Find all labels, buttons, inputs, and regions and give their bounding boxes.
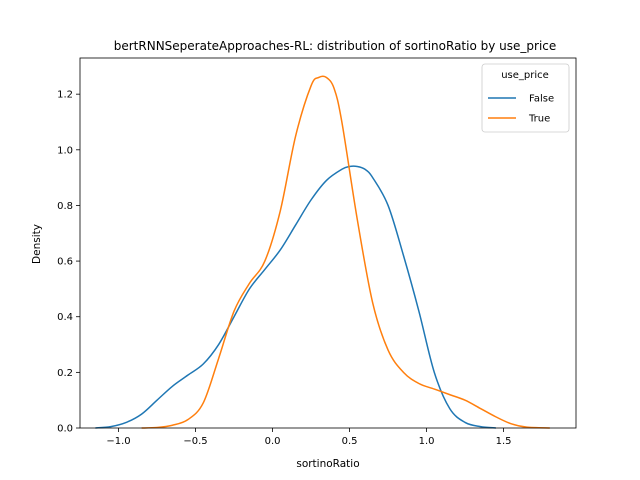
x-tick-label: −0.5	[183, 436, 207, 447]
legend: use_price False True	[481, 63, 570, 133]
legend-title: use_price	[501, 70, 549, 81]
y-tick-label: 0.6	[57, 257, 73, 268]
y-tick-label: 1.2	[57, 90, 73, 101]
legend-label-true: True	[528, 114, 550, 125]
x-tick-label: 1.5	[496, 436, 512, 447]
y-tick-label: 0.0	[57, 424, 73, 435]
x-axis-label: sortinoRatio	[296, 458, 359, 470]
legend-box	[481, 63, 570, 133]
y-axis-label: Density	[31, 224, 43, 264]
plot-area: −1.0 −0.5 0.0 0.5 1.0 1.5 0.0 0.2 0.4 0.6 0.8 1.0 1.…	[57, 57, 577, 447]
y-tick-label: 0.8	[57, 201, 73, 212]
x-tick-label: −1.0	[106, 436, 130, 447]
y-tick-label: 0.2	[57, 368, 73, 379]
y-tick-label: 1.0	[57, 145, 73, 156]
legend-label-false: False	[529, 94, 554, 105]
chart-title: bertRNNSeperateApproaches-RL: distributi…	[114, 39, 557, 53]
x-tick-label: 0.5	[342, 436, 358, 447]
x-tick-label: 1.0	[419, 436, 435, 447]
axes-frame	[79, 57, 577, 429]
series-line-false	[95, 165, 496, 429]
y-tick-label: 0.4	[57, 312, 73, 323]
series-line-true	[141, 75, 550, 429]
x-tick-label: 0.0	[265, 436, 281, 447]
